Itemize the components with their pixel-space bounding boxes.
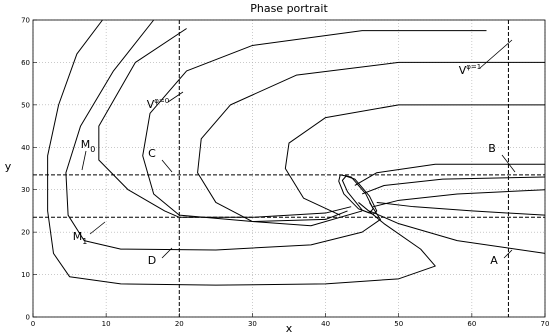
trajectory bbox=[361, 176, 546, 195]
annotation: M0 bbox=[81, 138, 96, 154]
y-tick-label: 30 bbox=[21, 186, 30, 194]
annotation-sup: φ=0 bbox=[154, 97, 169, 105]
trajectory bbox=[47, 19, 436, 286]
x-axis-label: x bbox=[286, 322, 293, 335]
trajectory bbox=[98, 28, 352, 218]
chart-title: Phase portrait bbox=[250, 2, 328, 15]
trajectory bbox=[354, 163, 545, 186]
annotation-pointer bbox=[89, 221, 106, 235]
annotation-text: V bbox=[147, 98, 155, 111]
x-tick-label: 40 bbox=[321, 320, 330, 328]
annotation-pointer bbox=[167, 91, 184, 103]
annotation-pointer bbox=[161, 247, 173, 259]
x-tick-label: 70 bbox=[541, 320, 550, 328]
annotation: M1 bbox=[73, 230, 88, 246]
x-tick-label: 50 bbox=[394, 320, 403, 328]
annotation: D bbox=[148, 254, 156, 267]
annotation-text: A bbox=[490, 254, 498, 267]
annotation-pointer bbox=[161, 159, 173, 173]
annotation-text: V bbox=[459, 64, 467, 77]
annotation-text: M bbox=[81, 138, 91, 151]
annotation: C bbox=[148, 147, 156, 160]
trajectory bbox=[197, 61, 545, 227]
annotation-sub: 0 bbox=[90, 145, 95, 154]
annotation-pointer bbox=[503, 249, 513, 259]
y-tick-label: 40 bbox=[21, 144, 30, 152]
trajectory bbox=[369, 210, 546, 254]
plot-frame bbox=[32, 19, 546, 318]
annotation-text: B bbox=[488, 142, 496, 155]
annotation: B bbox=[488, 142, 496, 155]
annotation-pointer bbox=[501, 154, 516, 173]
annotation: A bbox=[490, 254, 498, 267]
y-axis-label: y bbox=[5, 160, 12, 173]
y-tick-label: 20 bbox=[21, 229, 30, 237]
annotation-text: D bbox=[148, 254, 156, 267]
y-tick-label: 0 bbox=[26, 314, 30, 322]
annotation-sub: 1 bbox=[82, 237, 87, 246]
annotation-sup: φ=1 bbox=[466, 63, 481, 71]
annotation: Vφ=0 bbox=[147, 97, 169, 111]
trajectory bbox=[376, 201, 546, 216]
x-tick-label: 60 bbox=[467, 320, 476, 328]
trajectory bbox=[341, 175, 378, 215]
annotation-text: C bbox=[148, 147, 156, 160]
trajectory bbox=[142, 30, 487, 223]
y-tick-label: 10 bbox=[21, 271, 30, 279]
y-tick-label: 60 bbox=[21, 59, 30, 67]
trajectory bbox=[284, 104, 545, 216]
y-tick-label: 50 bbox=[21, 101, 30, 109]
annotation-pointer bbox=[479, 39, 513, 69]
trajectory bbox=[65, 19, 381, 251]
annotation-text: M bbox=[73, 230, 83, 243]
annotation-pointer bbox=[81, 150, 87, 171]
x-tick-label: 10 bbox=[102, 320, 111, 328]
x-tick-label: 0 bbox=[31, 320, 35, 328]
y-tick-label: 70 bbox=[21, 17, 30, 25]
x-tick-label: 20 bbox=[175, 320, 184, 328]
annotation: Vφ=1 bbox=[459, 63, 481, 77]
plot-area bbox=[33, 20, 545, 317]
x-tick-label: 30 bbox=[248, 320, 257, 328]
